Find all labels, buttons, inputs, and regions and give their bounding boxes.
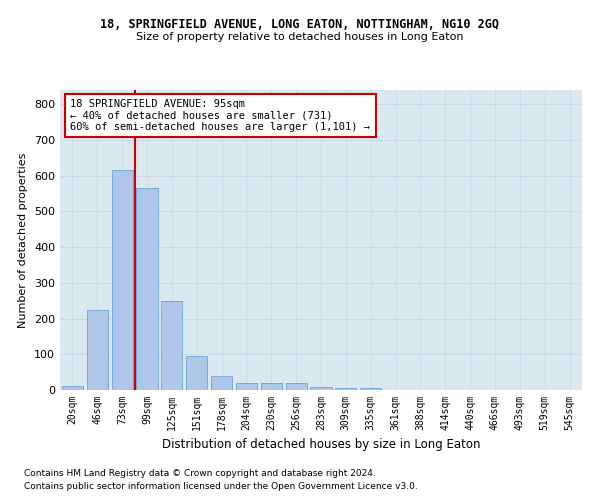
Bar: [360, 388, 381, 390]
Bar: [62, 386, 83, 390]
Text: 18, SPRINGFIELD AVENUE, LONG EATON, NOTTINGHAM, NG10 2GQ: 18, SPRINGFIELD AVENUE, LONG EATON, NOTT…: [101, 18, 499, 30]
X-axis label: Distribution of detached houses by size in Long Eaton: Distribution of detached houses by size …: [162, 438, 480, 452]
Bar: [335, 388, 356, 390]
Bar: [112, 170, 133, 390]
Bar: [161, 300, 182, 390]
Bar: [261, 383, 282, 390]
Text: Size of property relative to detached houses in Long Eaton: Size of property relative to detached ho…: [136, 32, 464, 42]
Bar: [136, 188, 158, 390]
Text: Contains public sector information licensed under the Open Government Licence v3: Contains public sector information licen…: [24, 482, 418, 491]
Text: Contains HM Land Registry data © Crown copyright and database right 2024.: Contains HM Land Registry data © Crown c…: [24, 468, 376, 477]
Bar: [186, 356, 207, 390]
Bar: [310, 387, 332, 390]
Text: 18 SPRINGFIELD AVENUE: 95sqm
← 40% of detached houses are smaller (731)
60% of s: 18 SPRINGFIELD AVENUE: 95sqm ← 40% of de…: [70, 99, 370, 132]
Bar: [211, 376, 232, 390]
Bar: [286, 383, 307, 390]
Y-axis label: Number of detached properties: Number of detached properties: [19, 152, 28, 328]
Bar: [236, 383, 257, 390]
Bar: [87, 310, 108, 390]
